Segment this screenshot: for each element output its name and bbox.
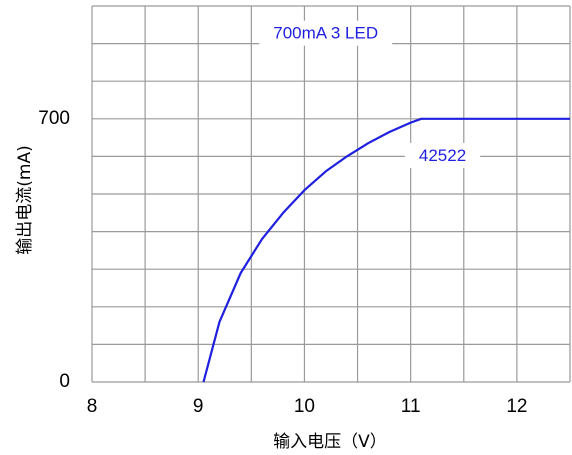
annotation-1: 42522 — [419, 146, 466, 165]
tick-labels: 8 9 10 11 12 0 700 — [38, 108, 527, 417]
y-tick-label: 0 — [59, 371, 70, 392]
x-tick-label: 12 — [506, 396, 527, 417]
y-axis-label: 输出电流(mA) — [15, 145, 35, 254]
annotation-0: 700mA 3 LED — [273, 24, 378, 43]
series-line-0 — [202, 117, 570, 383]
grid — [91, 5, 571, 383]
x-tick-label: 9 — [193, 396, 204, 417]
annotation-bg-0 — [259, 20, 393, 46]
x-axis-label: 输入电压（V） — [273, 432, 387, 452]
y-tick-label: 700 — [38, 108, 70, 129]
annotations: 700mA 3 LED 42522 — [259, 20, 481, 168]
annotation-bg-1 — [404, 142, 481, 168]
x-tick-label: 8 — [87, 396, 98, 417]
x-tick-label: 10 — [294, 396, 315, 417]
series-layer — [202, 117, 570, 383]
x-tick-label: 11 — [401, 396, 421, 417]
